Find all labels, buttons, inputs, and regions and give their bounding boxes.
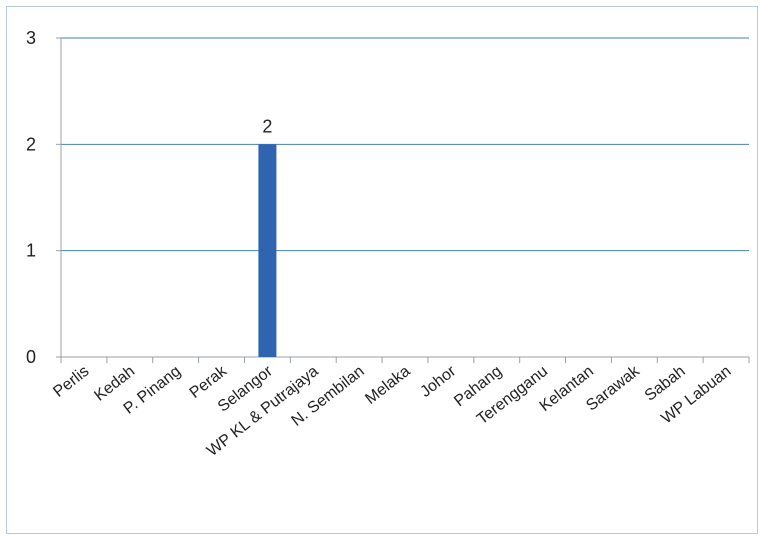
x-tick-label-perlis: Perlis bbox=[50, 363, 92, 401]
y-tick-label-2: 2 bbox=[26, 134, 36, 154]
y-tick-label-1: 1 bbox=[26, 241, 36, 261]
x-tick-label-melaka: Melaka bbox=[362, 363, 413, 408]
y-tick-label-0: 0 bbox=[26, 347, 36, 367]
bar-selangor bbox=[258, 144, 277, 357]
x-tick-label-sarawak: Sarawak bbox=[583, 362, 643, 414]
y-tick-label-3: 3 bbox=[26, 28, 36, 48]
data-label-4: 2 bbox=[262, 116, 272, 136]
chart-frame bbox=[6, 6, 758, 534]
